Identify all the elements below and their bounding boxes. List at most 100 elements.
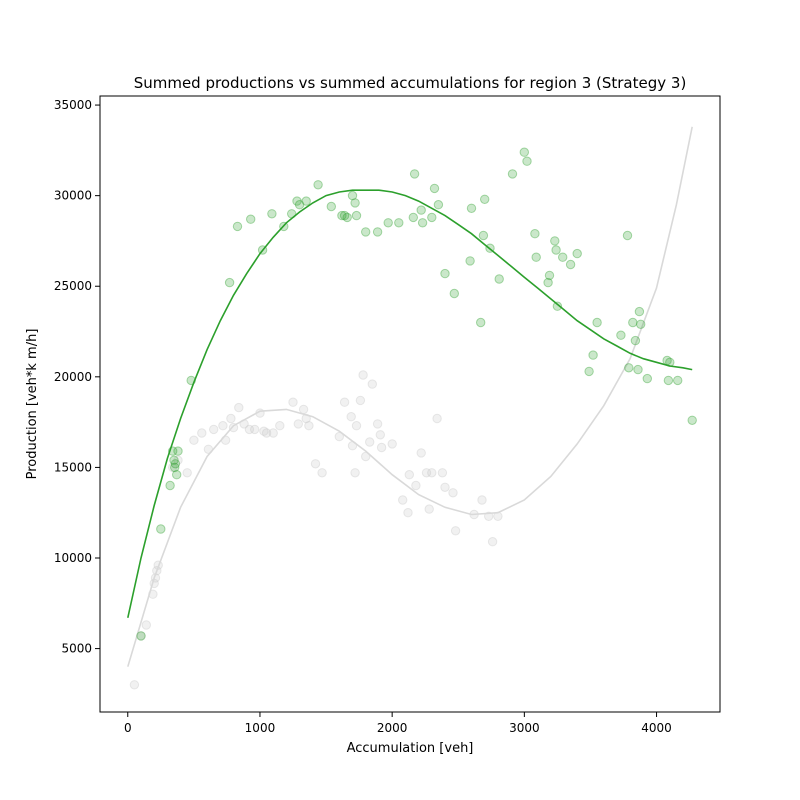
data-point: [337, 210, 347, 221]
data-point: [477, 495, 487, 505]
data-point: [209, 424, 219, 435]
x-tick-label: 3000: [509, 721, 540, 735]
data-point: [275, 421, 285, 431]
data-point: [544, 270, 555, 281]
data-point: [476, 317, 486, 328]
data-point: [530, 229, 540, 239]
data-point: [170, 462, 180, 473]
series-2: [136, 147, 697, 641]
data-point: [169, 455, 179, 465]
data-point: [351, 421, 362, 431]
data-point: [440, 482, 450, 492]
y-tick-label: 35000: [54, 98, 92, 112]
data-point: [572, 248, 582, 259]
data-point: [268, 428, 278, 438]
data-point: [403, 508, 413, 518]
data-point: [267, 209, 277, 219]
data-point: [339, 397, 350, 407]
data-point: [367, 379, 377, 389]
data-point: [244, 424, 255, 435]
trend-line: [127, 189, 693, 618]
data-point: [334, 431, 344, 442]
data-point: [465, 256, 475, 266]
x-tick-label: 4000: [641, 721, 672, 735]
data-point: [339, 210, 350, 221]
data-point: [288, 397, 298, 407]
data-point: [543, 277, 553, 288]
data-point: [173, 455, 183, 465]
data-point: [218, 421, 228, 431]
data-point: [416, 205, 426, 215]
data-point: [673, 375, 683, 386]
data-point: [197, 428, 207, 438]
data-point: [440, 268, 450, 279]
data-point: [634, 306, 645, 317]
data-point: [292, 196, 302, 206]
data-point: [234, 402, 244, 413]
data-point: [304, 421, 314, 431]
data-point: [636, 319, 646, 329]
data-point: [432, 413, 442, 424]
data-point: [250, 424, 260, 435]
y-tick-label: 10000: [54, 551, 92, 565]
data-point: [417, 218, 428, 228]
data-point: [437, 468, 448, 478]
data-point: [466, 203, 477, 214]
series-1: [127, 126, 693, 667]
data-point: [136, 631, 146, 641]
data-point: [663, 375, 674, 386]
data-point: [350, 198, 360, 208]
data-point: [624, 363, 634, 373]
data-point: [375, 430, 385, 440]
data-point: [293, 419, 303, 429]
data-point: [622, 230, 633, 241]
data-point: [346, 412, 356, 422]
data-point: [358, 370, 368, 380]
data-point: [416, 448, 426, 458]
data-point: [310, 459, 321, 469]
x-axis-label: Accumulation [veh]: [347, 741, 474, 756]
x-tick-label: 1000: [245, 721, 276, 735]
data-point: [228, 422, 239, 433]
data-point: [394, 218, 404, 228]
y-tick-label: 5000: [61, 642, 92, 656]
data-point: [565, 259, 576, 270]
data-point: [165, 480, 175, 491]
data-point: [552, 301, 563, 311]
data-point: [347, 190, 358, 201]
data-point: [408, 212, 418, 223]
x-axis: 0 1000 2000 3000 4000: [124, 712, 672, 735]
data-point: [427, 212, 437, 223]
data-point: [522, 156, 532, 166]
data-point: [224, 277, 235, 288]
data-point: [404, 470, 414, 480]
data-point: [531, 252, 541, 262]
data-point: [129, 680, 140, 690]
data-point: [189, 435, 199, 445]
series-3: [127, 189, 693, 618]
data-point: [628, 317, 638, 328]
y-tick-label: 30000: [54, 189, 92, 203]
data-point: [424, 504, 434, 514]
data-point: [313, 180, 323, 190]
y-tick-label: 25000: [54, 279, 92, 293]
data-point: [326, 201, 336, 212]
data-point: [550, 236, 560, 246]
data-point: [433, 200, 444, 210]
data-point: [411, 480, 421, 491]
data-point: [551, 245, 561, 255]
data-point: [633, 364, 643, 375]
x-tick-label: 0: [124, 721, 132, 735]
chart-title: Summed productions vs summed accumulatio…: [134, 74, 687, 92]
data-point: [365, 437, 375, 447]
data-point: [616, 330, 626, 340]
data-point: [261, 428, 272, 438]
data-point: [409, 169, 420, 179]
data-point: [342, 212, 352, 223]
data-point: [172, 470, 182, 480]
data-point: [630, 335, 641, 346]
data-point: [298, 404, 309, 415]
series-0: [129, 370, 503, 690]
data-point: [592, 317, 602, 328]
